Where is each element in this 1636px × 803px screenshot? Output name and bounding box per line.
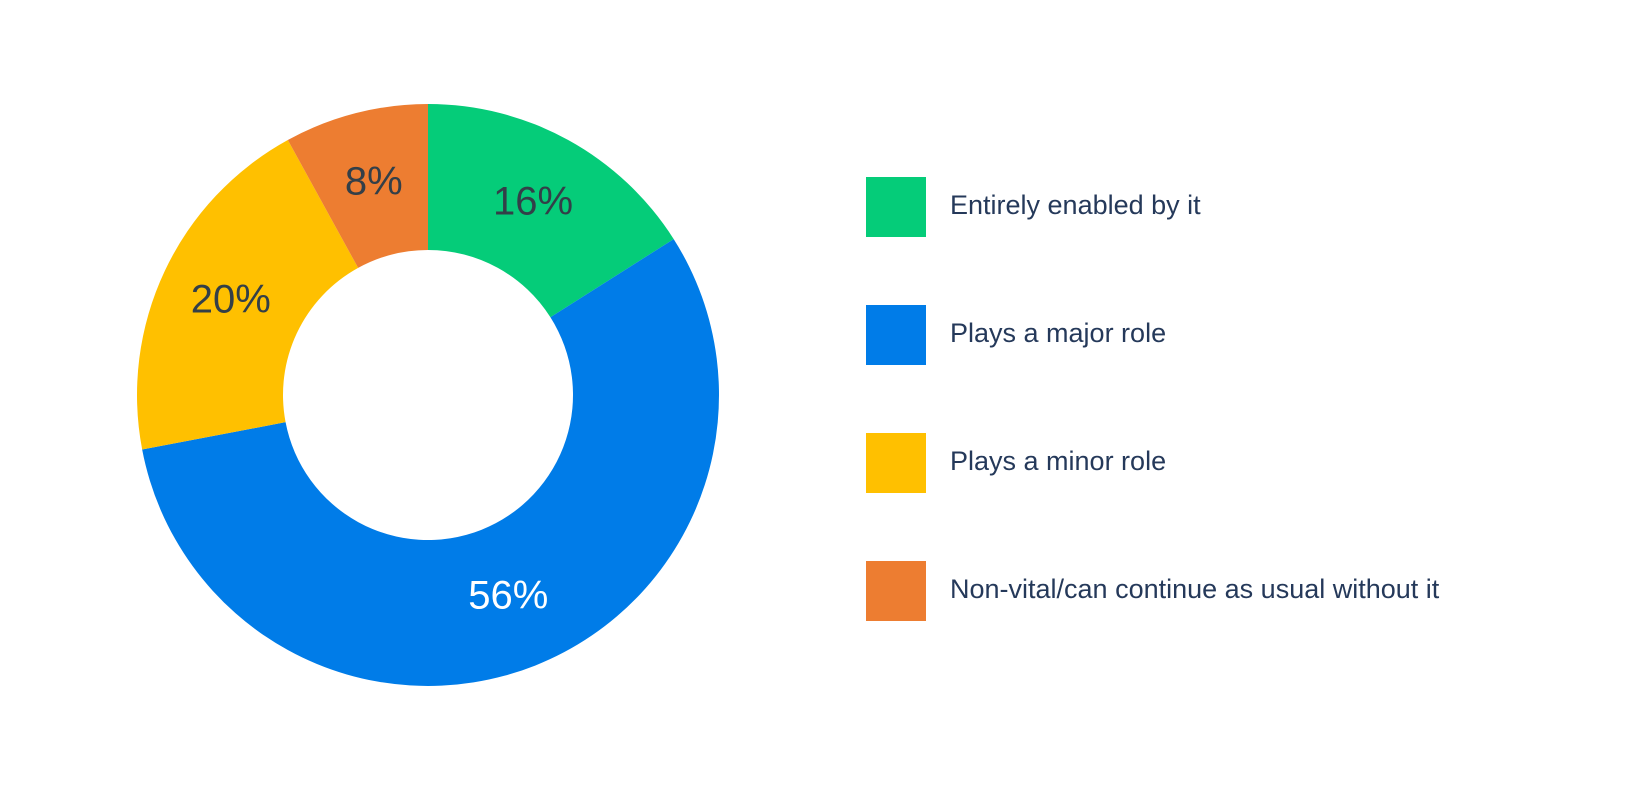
value-label: 16% bbox=[493, 180, 573, 224]
value-label: 20% bbox=[191, 278, 271, 322]
legend-swatch bbox=[866, 305, 926, 365]
donut-slice bbox=[136, 139, 359, 450]
legend-swatch bbox=[866, 561, 926, 621]
legend-label: Plays a minor role bbox=[950, 446, 1166, 476]
legend-label: Entirely enabled by it bbox=[950, 190, 1201, 220]
legend-swatch bbox=[866, 433, 926, 493]
value-label: 56% bbox=[468, 573, 548, 617]
legend-label: Non-vital/can continue as usual without … bbox=[950, 574, 1440, 604]
legend-label: Plays a major role bbox=[950, 318, 1166, 348]
donut-slice bbox=[142, 239, 719, 686]
donut-slice bbox=[428, 104, 674, 318]
value-label: 8% bbox=[345, 159, 403, 203]
legend-swatch bbox=[866, 177, 926, 237]
donut-slice bbox=[287, 104, 428, 268]
